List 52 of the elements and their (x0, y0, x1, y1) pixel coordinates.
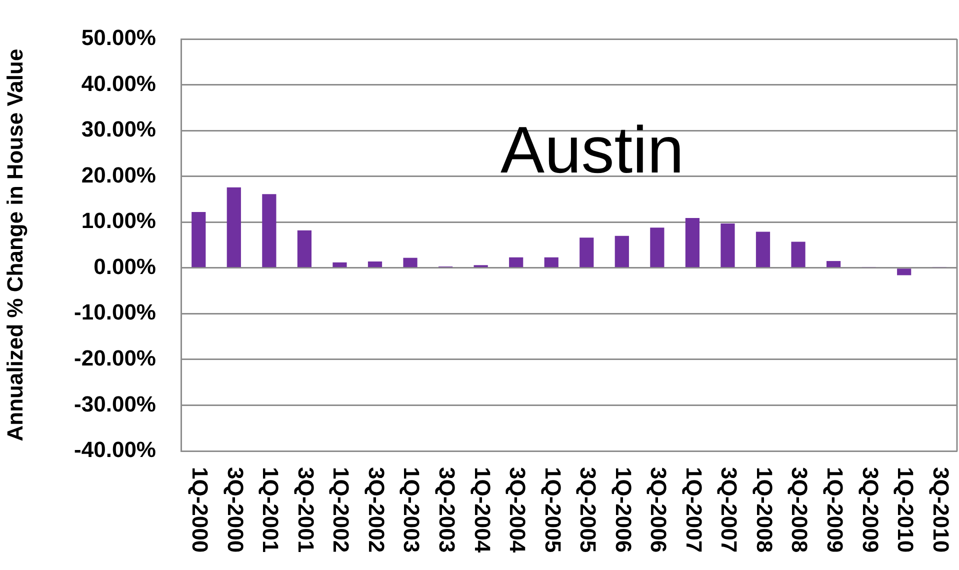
x-tick-label: 3Q-2008 (787, 467, 812, 553)
x-tick-label: 3Q-2003 (434, 467, 460, 553)
y-tick-label: -20.00% (74, 346, 156, 371)
x-tick-label: 1Q-2008 (752, 467, 777, 553)
bar (720, 223, 735, 268)
x-tick-label: 3Q-2004 (505, 467, 530, 554)
y-tick-label: 50.00% (81, 25, 156, 50)
y-tick-label: -40.00% (74, 437, 156, 462)
x-tick-label: 1Q-2006 (610, 467, 636, 553)
y-tick-label: 20.00% (81, 162, 156, 188)
y-tick-label: 10.00% (81, 208, 156, 234)
y-tick-label: -30.00% (74, 391, 156, 416)
x-tick-label: 3Q-2002 (364, 467, 389, 553)
bar (544, 257, 558, 268)
x-tick-label: 1Q-2004 (470, 467, 495, 554)
y-tick-label: 0.00% (94, 254, 156, 279)
bar (897, 268, 912, 276)
x-tick-label: 1Q-2009 (822, 467, 848, 553)
bar (368, 261, 382, 268)
x-tick-label: 1Q-2005 (540, 467, 566, 553)
x-tick-label: 1Q-2002 (328, 467, 354, 553)
bar (791, 242, 806, 268)
bar (509, 257, 524, 268)
bar (580, 238, 594, 268)
x-tick-label: 1Q-2010 (893, 467, 918, 553)
x-tick-label: 1Q-2001 (258, 467, 284, 553)
x-tick-label: 1Q-2007 (681, 467, 706, 553)
bar (192, 212, 206, 268)
x-tick-label: 3Q-2010 (928, 467, 954, 553)
bar (685, 218, 700, 268)
x-tick-label: 3Q-2001 (293, 467, 318, 553)
bar (826, 261, 841, 268)
bar (262, 194, 276, 268)
x-tick-label: 3Q-2000 (222, 467, 248, 553)
y-tick-label: -10.00% (74, 300, 156, 325)
x-tick-label: 1Q-2000 (188, 467, 213, 553)
bar (614, 236, 629, 268)
y-tick-label: 30.00% (81, 116, 156, 142)
x-tick-label: 1Q-2003 (399, 467, 424, 553)
bar (650, 228, 664, 268)
y-axis-title: Annualized % Change in House Value (2, 48, 28, 442)
bar (226, 187, 241, 268)
x-tick-label: 3Q-2005 (576, 467, 601, 553)
text: Austin (500, 112, 684, 187)
bar (403, 258, 418, 268)
y-tick-label: 40.00% (81, 70, 156, 96)
x-tick-label: 3Q-2006 (646, 467, 672, 553)
bar (332, 262, 347, 268)
bar (756, 232, 770, 268)
x-tick-label: 3Q-2009 (858, 467, 883, 553)
bar (297, 230, 312, 268)
x-tick-label: 3Q-2007 (716, 467, 742, 553)
